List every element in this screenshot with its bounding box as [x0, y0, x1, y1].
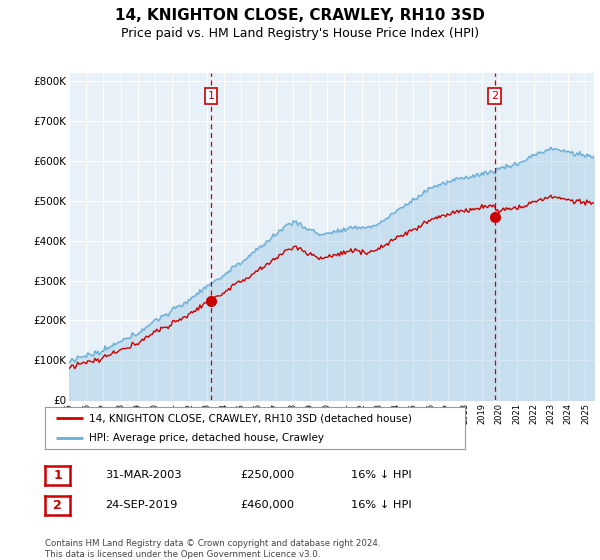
- Text: 16% ↓ HPI: 16% ↓ HPI: [351, 500, 412, 510]
- Text: 2: 2: [53, 499, 62, 512]
- Text: 2: 2: [491, 91, 498, 101]
- Text: 14, KNIGHTON CLOSE, CRAWLEY, RH10 3SD (detached house): 14, KNIGHTON CLOSE, CRAWLEY, RH10 3SD (d…: [89, 413, 412, 423]
- Text: Price paid vs. HM Land Registry's House Price Index (HPI): Price paid vs. HM Land Registry's House …: [121, 27, 479, 40]
- Text: 1: 1: [208, 91, 215, 101]
- Text: HPI: Average price, detached house, Crawley: HPI: Average price, detached house, Craw…: [89, 433, 324, 443]
- Text: 16% ↓ HPI: 16% ↓ HPI: [351, 470, 412, 480]
- Text: 14, KNIGHTON CLOSE, CRAWLEY, RH10 3SD: 14, KNIGHTON CLOSE, CRAWLEY, RH10 3SD: [115, 8, 485, 24]
- Text: £460,000: £460,000: [240, 500, 294, 510]
- Text: 24-SEP-2019: 24-SEP-2019: [105, 500, 178, 510]
- Text: Contains HM Land Registry data © Crown copyright and database right 2024.
This d: Contains HM Land Registry data © Crown c…: [45, 539, 380, 559]
- Text: 1: 1: [53, 469, 62, 482]
- Text: £250,000: £250,000: [240, 470, 294, 480]
- Text: 31-MAR-2003: 31-MAR-2003: [105, 470, 182, 480]
